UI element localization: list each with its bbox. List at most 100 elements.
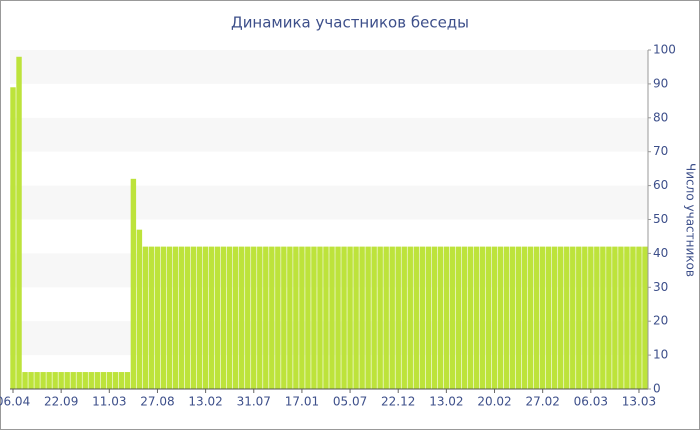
x-tick-label: 22.09 <box>44 395 78 409</box>
y-tick-label: 80 <box>653 110 668 124</box>
bar <box>594 246 600 389</box>
bar <box>377 246 383 389</box>
bar <box>28 372 34 389</box>
bar <box>545 246 552 389</box>
bar <box>94 372 100 389</box>
bar <box>479 246 486 389</box>
grid-band <box>10 117 648 152</box>
bar <box>172 246 179 389</box>
bar <box>269 246 275 389</box>
bar <box>389 246 395 389</box>
bar <box>287 246 293 389</box>
y-tick-label: 60 <box>653 178 668 192</box>
bar <box>485 246 492 389</box>
bar <box>70 372 76 389</box>
y-tick-label: 40 <box>653 246 668 260</box>
bar <box>317 246 323 389</box>
bar <box>257 246 263 389</box>
bar <box>226 246 233 389</box>
bar <box>515 246 522 389</box>
bar <box>437 246 444 389</box>
x-tick-label: 22.12 <box>381 395 415 409</box>
bar <box>539 246 546 389</box>
bar <box>636 246 642 389</box>
bar <box>419 246 426 389</box>
bar <box>533 246 540 389</box>
bar <box>449 246 456 389</box>
bar <box>431 246 438 389</box>
bar <box>365 246 371 389</box>
x-tick-label: 13.03 <box>622 395 656 409</box>
x-tick-label: 05.07 <box>333 395 367 409</box>
bar <box>359 246 365 389</box>
bar <box>52 372 58 389</box>
bar <box>600 246 606 389</box>
bar <box>293 246 299 389</box>
bar <box>202 246 209 389</box>
bar <box>178 246 185 389</box>
bar <box>100 372 107 389</box>
bar <box>642 246 648 389</box>
bar <box>160 246 167 389</box>
bar <box>588 246 594 389</box>
bar <box>22 372 28 389</box>
y-tick-label: 90 <box>653 76 668 90</box>
x-tick-label: 06.04 <box>0 395 30 409</box>
bar <box>112 372 119 389</box>
bar <box>299 246 305 389</box>
bar <box>558 246 564 389</box>
bar <box>630 246 636 389</box>
bar <box>564 246 570 389</box>
bar <box>190 246 197 389</box>
bar <box>503 246 510 389</box>
bar <box>263 246 269 389</box>
x-tick-label: 20.02 <box>477 395 511 409</box>
y-tick-label: 0 <box>653 382 661 396</box>
bar <box>196 246 203 389</box>
y-tick-label: 10 <box>653 348 668 362</box>
bar <box>82 372 88 389</box>
bar <box>58 372 64 389</box>
bar <box>46 372 52 389</box>
bar <box>208 246 215 389</box>
bar <box>305 246 311 389</box>
bar <box>347 246 353 389</box>
bar <box>407 246 413 389</box>
bar <box>383 246 389 389</box>
bar <box>395 246 401 389</box>
bar <box>473 246 480 389</box>
bar <box>148 246 155 389</box>
bar <box>551 246 558 389</box>
bar <box>527 246 534 389</box>
bar <box>353 246 359 389</box>
chart-title: Динамика участников беседы <box>231 14 469 32</box>
bar <box>413 246 419 389</box>
bar <box>455 246 462 389</box>
bar <box>184 246 191 389</box>
bar <box>76 372 82 389</box>
y-tick-label: 100 <box>653 43 676 57</box>
bar <box>10 87 16 389</box>
bar <box>467 246 474 389</box>
bar <box>341 246 347 389</box>
bar <box>311 246 317 389</box>
bar <box>118 372 125 389</box>
bar <box>130 178 137 389</box>
bar <box>371 246 377 389</box>
bar <box>166 246 173 389</box>
x-tick-label: 13.02 <box>429 395 463 409</box>
x-tick-label: 27.08 <box>140 395 174 409</box>
bar <box>576 246 582 389</box>
bar <box>509 246 516 389</box>
bar <box>251 246 257 389</box>
bar <box>64 372 70 389</box>
bar <box>329 246 335 389</box>
bar <box>34 372 40 389</box>
bar <box>606 246 612 389</box>
bar <box>335 246 341 389</box>
grid-band <box>10 185 648 220</box>
bar <box>618 246 624 389</box>
x-tick-label: 27.02 <box>525 395 559 409</box>
bar <box>220 246 227 389</box>
